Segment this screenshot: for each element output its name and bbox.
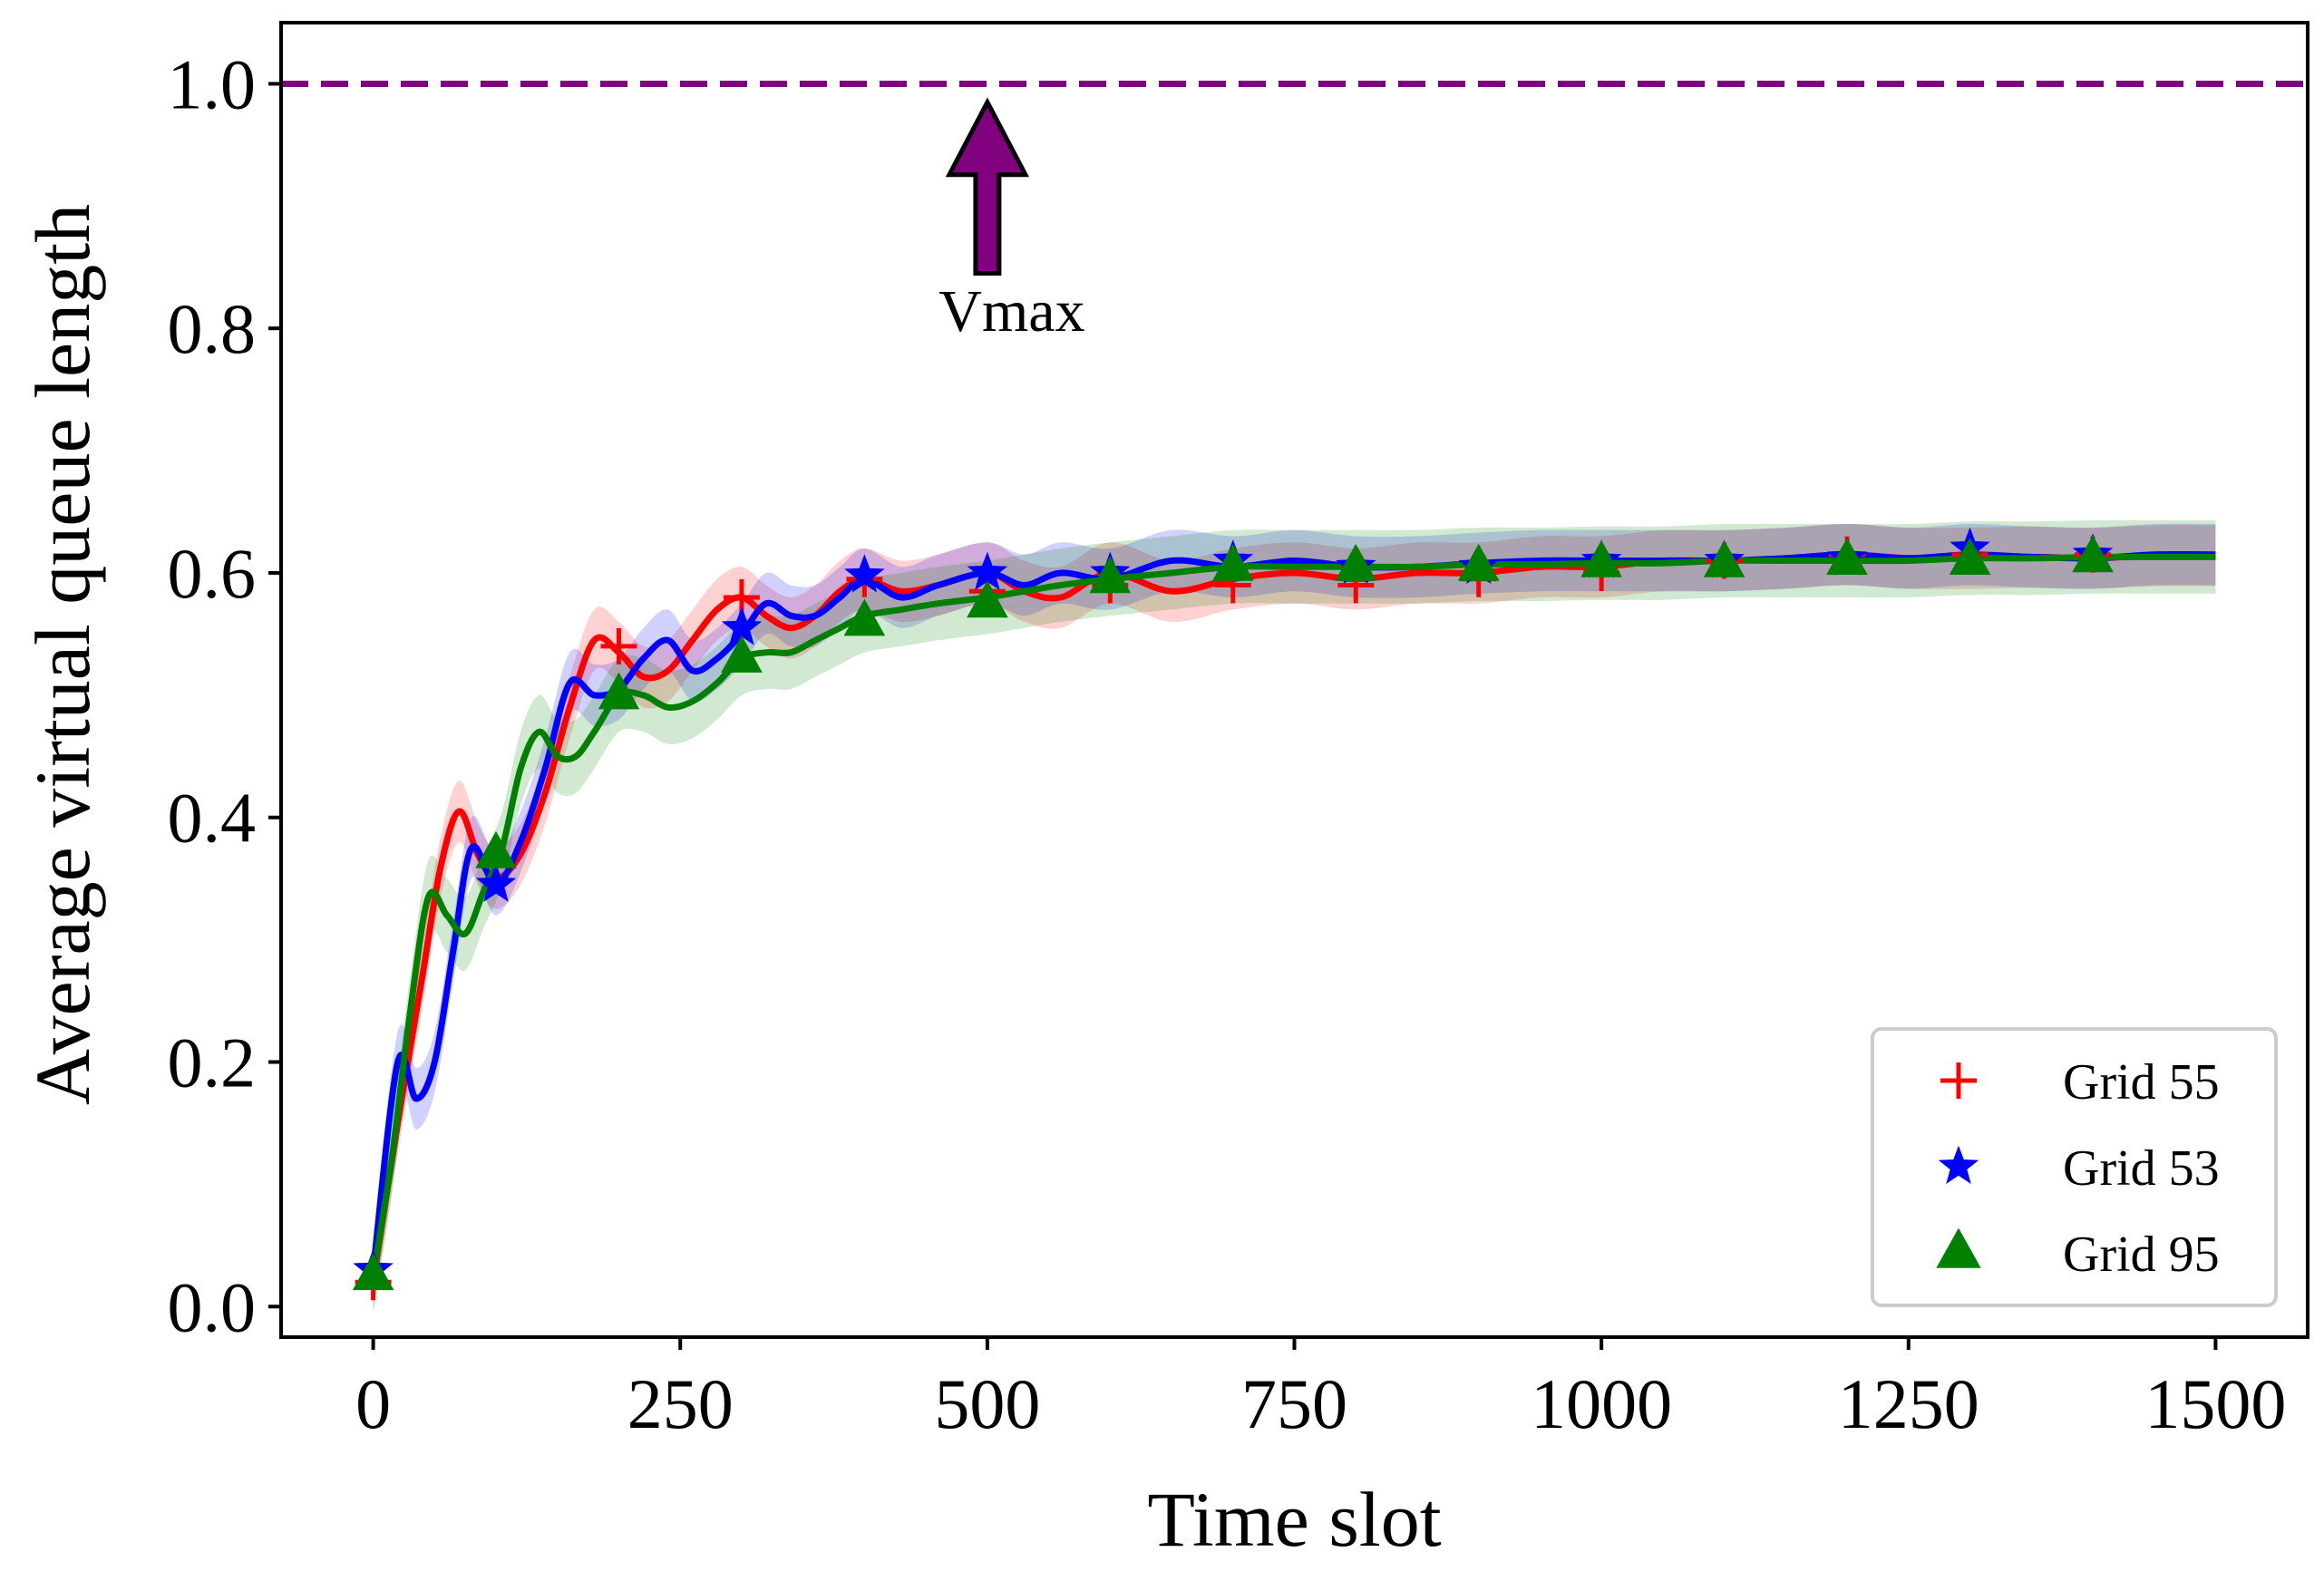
data-point xyxy=(475,830,517,868)
legend-label: Grid 53 xyxy=(2063,1140,2220,1197)
legend-marker xyxy=(1936,1227,1981,1268)
legend-marker xyxy=(1940,1062,1977,1099)
y-axis-label: Average virtual queue length xyxy=(19,204,106,1105)
data-point xyxy=(1212,543,1254,581)
x-tick-label: 1250 xyxy=(1838,1364,1979,1443)
y-tick-label: 1.0 xyxy=(168,44,257,123)
y-tick-label: 0.4 xyxy=(168,779,257,858)
x-tick-label: 250 xyxy=(627,1364,734,1443)
data-point xyxy=(352,1253,394,1291)
x-tick-label: 1500 xyxy=(2144,1364,2286,1443)
x-axis-ticks: 0 250 500 750 1000 1250 1500 xyxy=(355,1337,2286,1443)
x-axis-label: Time slot xyxy=(1147,1476,1441,1563)
vmax-arrow xyxy=(945,97,1030,276)
x-tick-label: 750 xyxy=(1241,1364,1347,1443)
y-tick-label: 0.8 xyxy=(168,289,257,368)
x-tick-label: 500 xyxy=(934,1364,1040,1443)
data-point xyxy=(967,580,1008,618)
data-point xyxy=(1826,538,1868,575)
data-point xyxy=(721,635,763,673)
y-axis-ticks: 0.0 0.2 0.4 0.6 0.8 1.0 xyxy=(168,44,281,1346)
data-point xyxy=(844,554,885,593)
data-point xyxy=(1457,543,1500,581)
data-point xyxy=(1949,538,1991,575)
legend-label: Grid 55 xyxy=(2063,1054,2220,1111)
data-point xyxy=(2072,535,2114,573)
data-point xyxy=(1580,539,1622,577)
data-point xyxy=(843,598,886,636)
data-point xyxy=(600,627,637,664)
y-tick-label: 0.2 xyxy=(168,1023,257,1102)
legend-label: Grid 95 xyxy=(2063,1227,2220,1283)
data-point xyxy=(475,863,517,902)
data-point xyxy=(598,672,640,710)
data-point xyxy=(1703,539,1745,577)
annotation-group: Vmax xyxy=(938,97,1085,344)
vmax-label: Vmax xyxy=(938,278,1084,344)
data-point xyxy=(1335,543,1376,581)
legend: Grid 55 Grid 53 Grid 95 xyxy=(1871,1027,2278,1307)
series-markers xyxy=(352,527,2114,1301)
y-tick-label: 0.6 xyxy=(168,534,257,613)
legend-marker xyxy=(1938,1145,1979,1184)
legend-box xyxy=(1871,1027,2278,1307)
x-tick-label: 1000 xyxy=(1531,1364,1672,1443)
data-point xyxy=(1089,556,1132,594)
x-tick-label: 0 xyxy=(355,1364,391,1443)
y-tick-label: 0.0 xyxy=(168,1267,257,1346)
